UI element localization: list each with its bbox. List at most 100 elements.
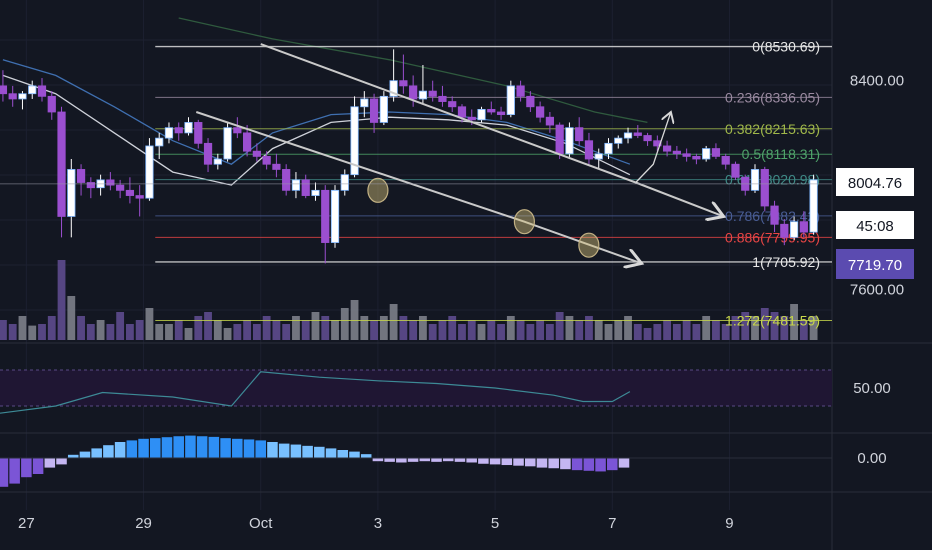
volume-bar bbox=[702, 316, 711, 340]
macd-histogram-bar bbox=[302, 445, 313, 458]
candle-body bbox=[28, 85, 37, 95]
candle-body bbox=[67, 169, 76, 217]
volume-bar bbox=[565, 316, 574, 340]
candle-body bbox=[321, 189, 330, 243]
candle-body bbox=[555, 124, 564, 155]
volume-bar bbox=[487, 320, 496, 340]
volume-bar bbox=[47, 316, 56, 340]
candle-body bbox=[223, 127, 232, 160]
candle-body bbox=[487, 108, 496, 113]
macd-histogram-bar bbox=[360, 454, 372, 458]
volume-bar bbox=[8, 324, 17, 340]
price-tick-label: 7600.00 bbox=[850, 282, 904, 299]
candle-body bbox=[252, 150, 261, 157]
candle-body bbox=[18, 93, 27, 100]
time-tick-label: Oct bbox=[249, 515, 273, 532]
candle-body bbox=[409, 85, 418, 100]
candle-body bbox=[47, 95, 56, 113]
macd-histogram-bar bbox=[431, 458, 442, 462]
volume-bar bbox=[272, 320, 281, 340]
volume-bar bbox=[624, 316, 632, 340]
countdown-tag bbox=[836, 211, 914, 239]
volume-bar bbox=[262, 316, 271, 340]
candle-body bbox=[809, 179, 818, 233]
macd-histogram-bar bbox=[208, 436, 220, 458]
last-price-label: 8004.76 bbox=[848, 175, 902, 192]
volume-bar bbox=[340, 308, 349, 340]
volume-bar bbox=[653, 324, 662, 340]
candle-body bbox=[594, 153, 603, 160]
candle-body bbox=[418, 90, 428, 100]
volume-bar bbox=[18, 316, 27, 340]
volume-bar bbox=[575, 320, 584, 340]
macd-histogram-bar bbox=[161, 437, 173, 458]
macd-histogram-bar bbox=[560, 458, 571, 470]
macd-histogram-bar bbox=[56, 458, 67, 465]
volume-bar bbox=[409, 320, 418, 340]
macd-histogram-bar bbox=[349, 451, 360, 458]
candle-body bbox=[174, 127, 183, 134]
candle-body bbox=[575, 127, 584, 142]
volume-bar bbox=[721, 324, 730, 340]
volume-bar bbox=[135, 320, 144, 340]
candle-body bbox=[155, 137, 164, 147]
touch-point-ellipse bbox=[367, 177, 389, 203]
moving-average-line bbox=[2, 59, 631, 165]
time-tick-label: 7 bbox=[608, 515, 616, 532]
macd-histogram-bar bbox=[103, 445, 114, 458]
macd-histogram-bar bbox=[185, 435, 196, 458]
volume-bar bbox=[155, 324, 164, 340]
macd-histogram-bar bbox=[454, 458, 466, 462]
axes: 8400.00 7600.00 27 29 Oct 3 5 7 9 bbox=[0, 73, 904, 532]
candle-body bbox=[448, 101, 457, 108]
time-tick-label: 3 bbox=[374, 515, 382, 532]
candle-body bbox=[233, 127, 242, 134]
candle-body bbox=[184, 122, 193, 134]
price-tick-label: 8400.00 bbox=[850, 73, 904, 90]
volume-bar bbox=[594, 320, 603, 340]
fib-level-label: 1.272(7481.59) bbox=[725, 312, 820, 328]
candle-body bbox=[8, 93, 17, 100]
candle-body bbox=[750, 169, 760, 191]
volume-bar bbox=[165, 324, 173, 340]
macd-histogram-bar bbox=[79, 451, 91, 458]
macd-histogram-bar bbox=[396, 458, 407, 463]
volume-bar bbox=[585, 316, 593, 340]
macd-histogram-bar bbox=[325, 448, 337, 458]
fib-level-label: 0.382(8215.63) bbox=[725, 121, 820, 137]
candle-body bbox=[623, 132, 633, 139]
trend-lines[interactable] bbox=[195, 43, 723, 263]
volume-bar bbox=[86, 324, 95, 340]
volume-bar bbox=[477, 324, 486, 340]
volume-bar bbox=[174, 320, 183, 340]
volume-bar bbox=[497, 324, 505, 340]
volume-bar bbox=[28, 325, 37, 340]
macd-histogram-bar bbox=[126, 440, 138, 458]
volume-bar bbox=[633, 324, 642, 340]
volume-bar bbox=[184, 328, 193, 340]
candle-body bbox=[799, 221, 808, 233]
macd-histogram-bar bbox=[91, 448, 102, 458]
candlesticks bbox=[0, 49, 818, 264]
time-tick-label: 29 bbox=[135, 515, 152, 532]
volume-bar bbox=[0, 320, 7, 340]
moving-average-line bbox=[178, 17, 648, 124]
candle-body bbox=[721, 155, 730, 165]
macd-histogram-bar bbox=[149, 438, 161, 458]
candle-body bbox=[350, 106, 359, 176]
candle-body bbox=[662, 145, 672, 152]
macd-histogram-bar bbox=[314, 446, 325, 458]
macd-histogram-bar bbox=[489, 458, 501, 465]
moving-averages bbox=[2, 17, 648, 186]
level-price-tag bbox=[836, 249, 914, 279]
candle-body bbox=[57, 111, 66, 217]
volume-bar bbox=[223, 328, 232, 340]
volume-bar bbox=[682, 320, 691, 340]
candle-body bbox=[311, 189, 320, 196]
candle-body bbox=[711, 148, 721, 157]
macd-histogram-bar bbox=[173, 436, 184, 458]
volume-bar bbox=[311, 312, 320, 340]
